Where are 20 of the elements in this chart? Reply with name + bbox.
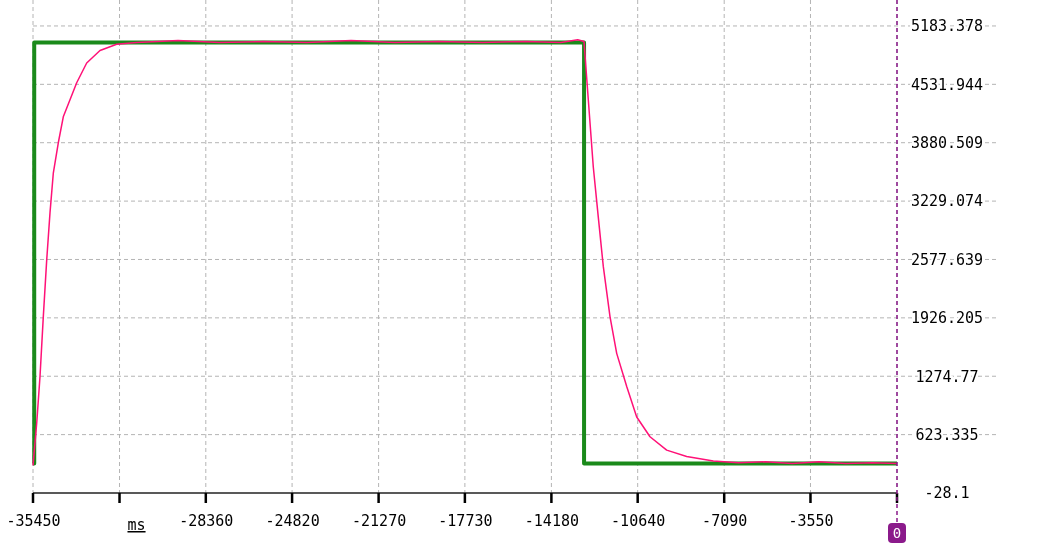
x-tick-label: -24820 — [265, 511, 320, 530]
y-tick-label: 1274.77 — [915, 367, 979, 386]
y-tick-label: 3880.509 — [910, 134, 984, 153]
y-tick-label: 2577.639 — [910, 250, 984, 269]
x-tick-label: -14180 — [524, 511, 579, 530]
x-axis-title: ms — [127, 516, 146, 534]
ref-line-label: 0 — [892, 525, 902, 541]
y-tick-label: -28.1 — [924, 484, 970, 503]
x-tick-label: -17730 — [438, 511, 493, 530]
y-tick-label: 4531.944 — [910, 75, 984, 94]
y-tick-label: 623.335 — [915, 425, 979, 444]
y-tick-label: 3229.074 — [910, 192, 984, 211]
x-tick-label: -10640 — [611, 511, 666, 530]
x-tick-label: -28360 — [179, 511, 234, 530]
y-tick-label: 1926.205 — [910, 309, 984, 328]
y-tick-label: 5183.378 — [910, 17, 984, 36]
x-tick-label: -35450 — [6, 511, 61, 530]
x-tick-label: -3550 — [788, 511, 834, 530]
x-tick-label: -7090 — [702, 511, 748, 530]
x-tick-label: -21270 — [352, 511, 407, 530]
